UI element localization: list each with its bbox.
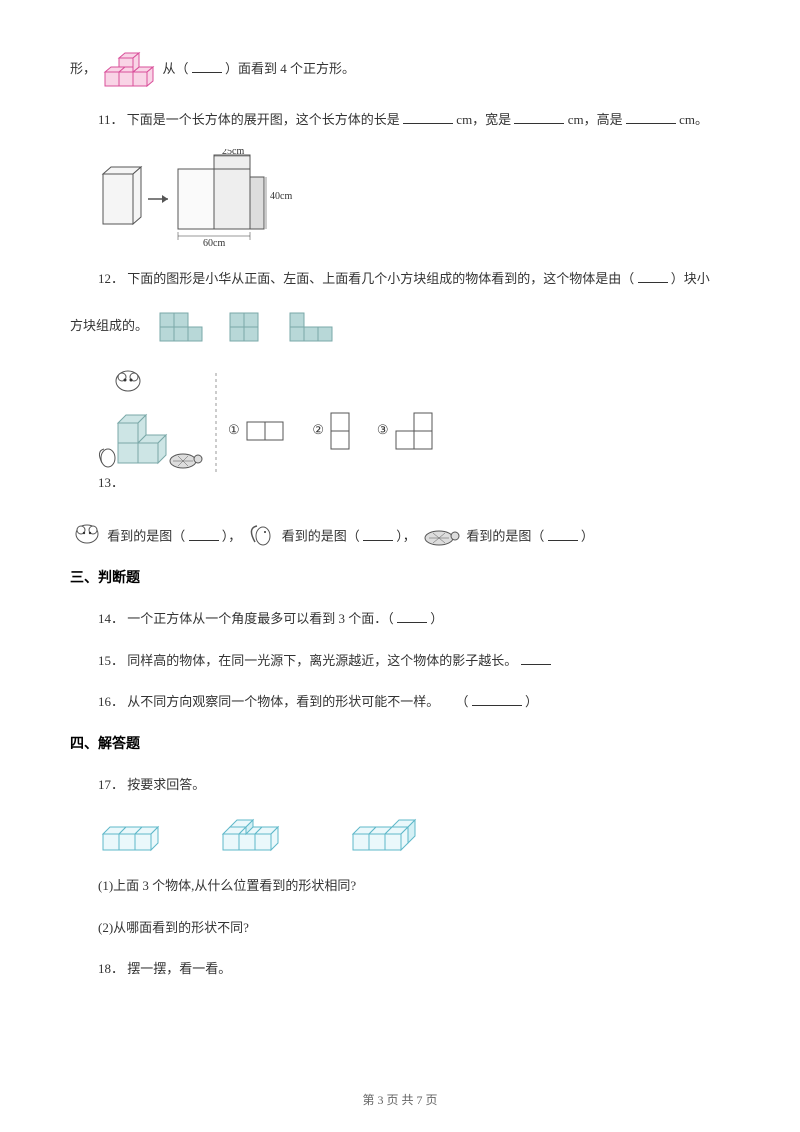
q17-line: 17． 按要求回答。	[70, 773, 730, 796]
blank-q11-1[interactable]	[403, 110, 453, 124]
label-2: ②	[312, 418, 324, 441]
q14-end: ）	[430, 611, 443, 626]
monkey-small-icon	[70, 518, 104, 548]
q15-line: 15． 同样高的物体，在同一光源下，离光源越近，这个物体的影子越长。	[70, 649, 730, 672]
q11-a: 下面是一个长方体的展开图，这个长方体的长是	[127, 112, 400, 127]
q13-num: 13．	[98, 475, 124, 490]
q16-paren: （	[456, 694, 469, 709]
see-e: 看到的是图（	[466, 529, 544, 544]
q11-diagram: 25cm 40cm 60cm	[98, 149, 730, 249]
q18-text: 摆一摆，看一看。	[127, 961, 231, 976]
q16-end: ）	[525, 694, 538, 709]
q17-sub1: (1)上面 3 个物体,从什么位置看到的形状相同?	[70, 874, 730, 897]
q11-num: 11．	[98, 112, 124, 127]
blank-q11-2[interactable]	[514, 110, 564, 124]
turtle-icon	[170, 454, 202, 468]
see-c: 看到的是图（	[282, 529, 360, 544]
q12-b: ）块小	[671, 271, 710, 286]
pink-cubes-icon	[99, 50, 159, 90]
monkey-icon	[116, 371, 140, 391]
blank-q15[interactable]	[521, 651, 551, 665]
q10-post: ）面看到 4 个正方形。	[225, 61, 355, 76]
see-b: ），	[222, 529, 242, 544]
turtle-small-icon	[419, 522, 463, 548]
blank-q10[interactable]	[192, 59, 222, 73]
q13-figure: ① ② ③	[98, 363, 730, 483]
q18-line: 18． 摆一摆，看一看。	[70, 957, 730, 980]
q12-num: 12．	[98, 271, 124, 286]
q10-pre: 形，	[70, 61, 96, 76]
q17-sub2: (2)从哪面看到的形状不同?	[70, 916, 730, 939]
q10-tail: 形， 从（ ）面看到 4 个正方形。	[70, 50, 730, 90]
q11-u2: cm，高是	[568, 112, 623, 127]
q16-text: 从不同方向观察同一个物体，看到的形状可能不一样。	[127, 694, 439, 709]
label-1: ①	[228, 418, 240, 441]
q11-u3: cm。	[679, 112, 708, 127]
dim-60: 60cm	[203, 238, 225, 249]
q12-shapes	[155, 309, 375, 345]
q17-shapes	[98, 814, 730, 856]
blank-q16[interactable]	[472, 692, 522, 706]
q17-text: 按要求回答。	[127, 777, 205, 792]
see-d: ），	[396, 529, 416, 544]
q10-mid: 从（	[163, 61, 189, 76]
section-3-title: 三、判断题	[70, 566, 730, 591]
section-4-title: 四、解答题	[70, 732, 730, 757]
dim-40: 40cm	[270, 191, 292, 202]
q15-num: 15．	[98, 653, 124, 668]
see-f: ）	[581, 529, 594, 544]
blank-q13-3[interactable]	[548, 527, 578, 541]
blank-q11-3[interactable]	[626, 110, 676, 124]
blank-q13-2[interactable]	[363, 527, 393, 541]
see-a: 看到的是图（	[107, 529, 185, 544]
q14-line: 14． 一个正方体从一个角度最多可以看到 3 个面．（ ）	[70, 607, 730, 630]
q12-c: 方块组成的。	[70, 318, 148, 333]
blank-q14[interactable]	[397, 609, 427, 623]
q12-a: 下面的图形是小华从正面、左面、上面看几个小方块组成的物体看到的，这个物体是由（	[127, 271, 634, 286]
page-footer: 第 3 页 共 7 页	[0, 1090, 800, 1112]
label-3: ③	[377, 418, 389, 441]
q18-num: 18．	[98, 961, 124, 976]
squirrel-small-icon	[245, 516, 279, 548]
q11-u1: cm，宽是	[456, 112, 511, 127]
q16-num: 16．	[98, 694, 124, 709]
blank-q13-1[interactable]	[189, 527, 219, 541]
q15-text: 同样高的物体，在同一光源下，离光源越近，这个物体的影子越长。	[127, 653, 517, 668]
blank-q12[interactable]	[638, 269, 668, 283]
q14-text: 一个正方体从一个角度最多可以看到 3 个面．（	[127, 611, 394, 626]
q17-num: 17．	[98, 777, 124, 792]
q13-answer: 看到的是图（ ）， 看到的是图（ ）， 看到的是图（ ）	[70, 516, 730, 548]
squirrel-icon	[99, 449, 115, 467]
q12-line: 12． 下面的图形是小华从正面、左面、上面看几个小方块组成的物体看到的，这个物体…	[70, 267, 730, 290]
q14-num: 14．	[98, 611, 124, 626]
q12-line2: 方块组成的。	[70, 309, 730, 345]
q16-line: 16． 从不同方向观察同一个物体，看到的形状可能不一样。 （ ）	[70, 690, 730, 713]
q11-line: 11． 下面是一个长方体的展开图，这个长方体的长是 cm，宽是 cm，高是 cm…	[70, 108, 730, 131]
